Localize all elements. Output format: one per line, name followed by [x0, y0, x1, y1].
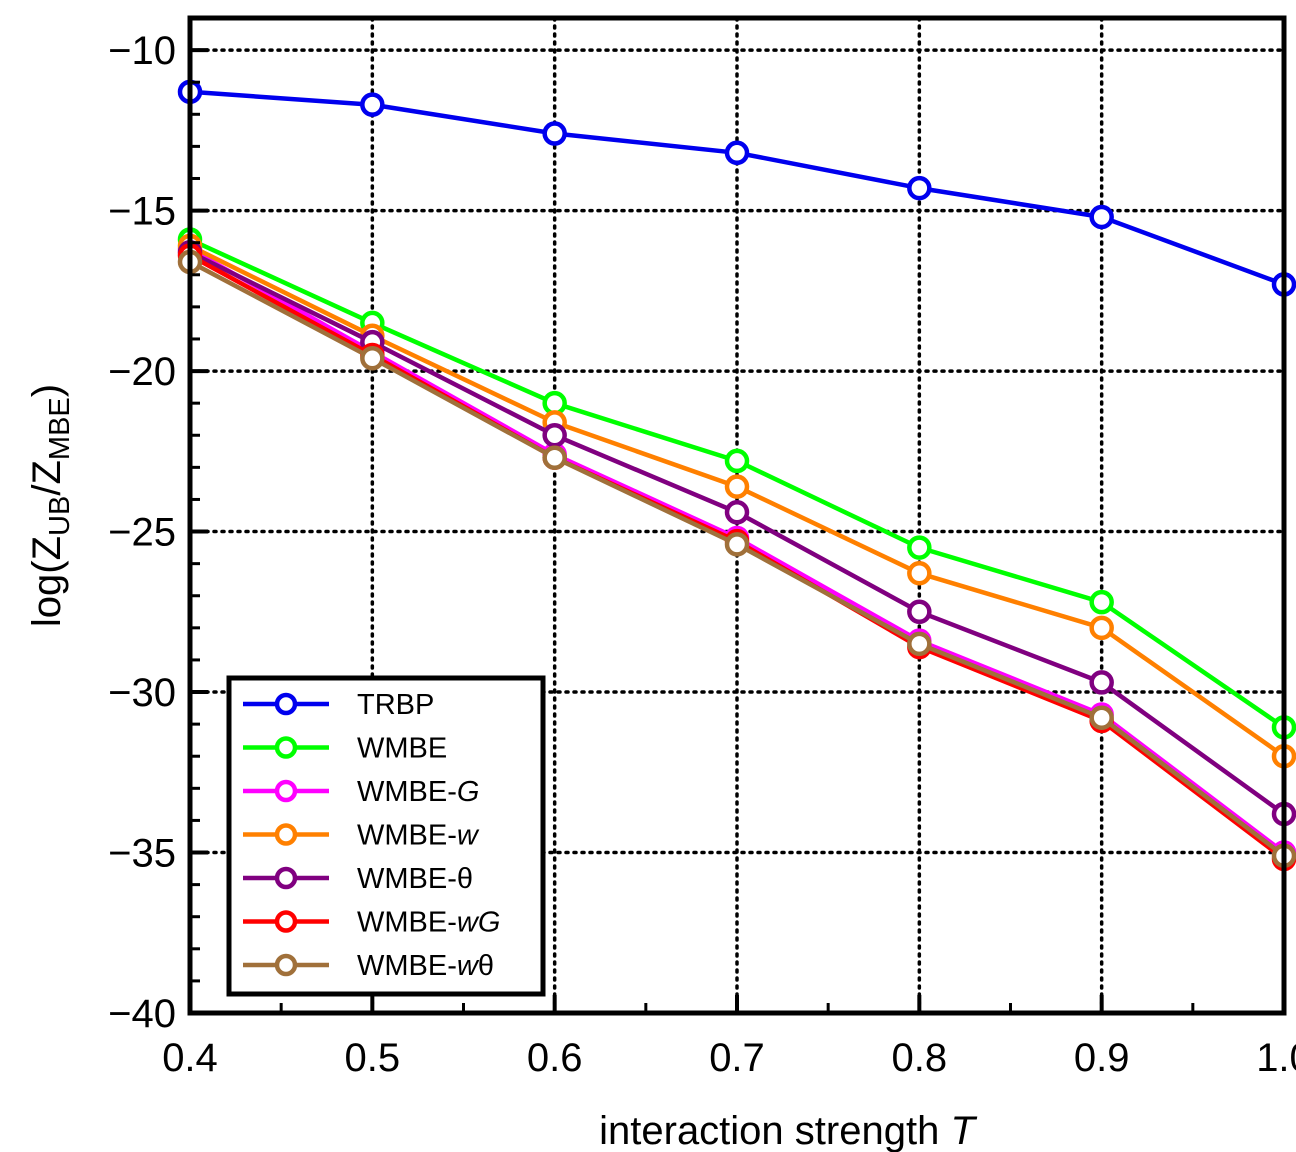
legend-label: WMBE-w — [357, 820, 480, 852]
legend-label: WMBE-θ — [357, 863, 473, 895]
legend-swatch-marker — [274, 866, 298, 890]
legend-label: WMBE-wθ — [357, 950, 494, 982]
legend-label-part: WMBE-θ — [357, 863, 473, 895]
series-point — [1089, 589, 1114, 615]
legend-item: TRBP — [243, 689, 434, 721]
series-point — [907, 535, 932, 560]
legend-label-part: w — [457, 950, 480, 982]
y-axis-title-suffix: ) — [25, 384, 69, 397]
series-point — [724, 500, 750, 525]
legend-label-part: w — [457, 820, 480, 852]
series-point — [907, 175, 932, 201]
series-point — [360, 345, 385, 371]
legend-item: WMBE-wθ — [243, 950, 494, 982]
y-tick-label: −30 — [108, 671, 176, 715]
series-point — [1089, 204, 1114, 230]
series-point — [907, 599, 932, 625]
legend-item: WMBE-θ — [243, 863, 473, 895]
x-tick-label: 0.6 — [527, 1036, 583, 1080]
series-point — [360, 92, 385, 117]
legend-label-part: WMBE- — [357, 907, 457, 939]
legend-swatch-marker — [274, 823, 298, 846]
x-tick-label: 1.0 — [1256, 1036, 1296, 1080]
legend-label-part: WMBE- — [357, 776, 457, 808]
x-tick-label: 0.5 — [345, 1036, 401, 1080]
x-axis-title-variable: T — [950, 1109, 977, 1152]
legend-label-part: TRBP — [357, 689, 434, 721]
x-axis-title: interaction strength T — [599, 1109, 977, 1152]
x-tick-label: 0.9 — [1074, 1036, 1130, 1080]
y-axis-title: log(ZUB/ZMBE) — [25, 384, 76, 627]
series-layer — [177, 79, 1296, 872]
series-point — [542, 445, 567, 470]
legend-label: TRBP — [357, 689, 434, 721]
y-axis-title-sub-ub: UB — [44, 496, 76, 536]
y-axis-title-mid: /Z — [25, 460, 69, 496]
x-axis-title-main: interaction strength — [599, 1109, 950, 1152]
series-point — [907, 631, 932, 657]
y-tick-label: −25 — [108, 511, 176, 555]
axes: 0.4 0.5 0.6 0.7 0.8 0.9 1.0 −40 −35 −30 −25 −20 −15 −… — [108, 16, 1296, 1080]
legend-swatch-marker — [274, 736, 298, 759]
x-tick-label: 0.8 — [892, 1036, 948, 1080]
y-axis-title-sub-mbe: MBE — [44, 397, 76, 460]
legend-label: WMBE-G — [357, 776, 479, 808]
x-tick-label: 0.4 — [162, 1036, 218, 1080]
y-tick-label: −35 — [108, 832, 176, 876]
legend-swatch-marker — [274, 910, 298, 933]
y-tick-label: −40 — [108, 992, 176, 1036]
y-tick-label: −20 — [108, 350, 176, 394]
series-point — [542, 423, 567, 448]
legend-label-part: θ — [478, 950, 494, 982]
series-point — [1089, 705, 1114, 730]
legend-label: WMBE — [357, 733, 447, 765]
series-point — [542, 121, 567, 146]
series-2 — [177, 227, 1296, 740]
series-point — [724, 448, 750, 474]
legend-label: WMBE-wG — [357, 907, 500, 939]
legend-label-part: WMBE- — [357, 950, 457, 982]
series-point — [1089, 670, 1114, 695]
series-point — [1089, 615, 1114, 641]
legend-swatch-marker — [274, 779, 298, 803]
legend-label-part: G — [457, 776, 480, 808]
series-point — [724, 532, 750, 557]
y-axis-title-prefix: log(Z — [25, 536, 69, 627]
series-point — [724, 474, 750, 499]
series-point — [724, 140, 750, 166]
y-tick-label: −10 — [108, 29, 176, 73]
x-tick-label: 0.7 — [709, 1036, 765, 1080]
series-point — [907, 561, 932, 586]
legend-label-part: WMBE — [357, 733, 447, 765]
series-point — [542, 390, 567, 416]
legend-swatch-marker — [274, 953, 298, 977]
legend-label-part: wG — [457, 907, 501, 939]
legend-item: WMBE-w — [243, 820, 480, 852]
legend-item: WMBE-G — [243, 776, 479, 808]
legend-swatch-marker — [274, 692, 298, 716]
legend-label-part: WMBE- — [357, 820, 457, 852]
y-tick-label: −15 — [108, 190, 176, 234]
legend-item: WMBE — [243, 733, 447, 765]
legend-item: WMBE-wG — [243, 907, 500, 939]
